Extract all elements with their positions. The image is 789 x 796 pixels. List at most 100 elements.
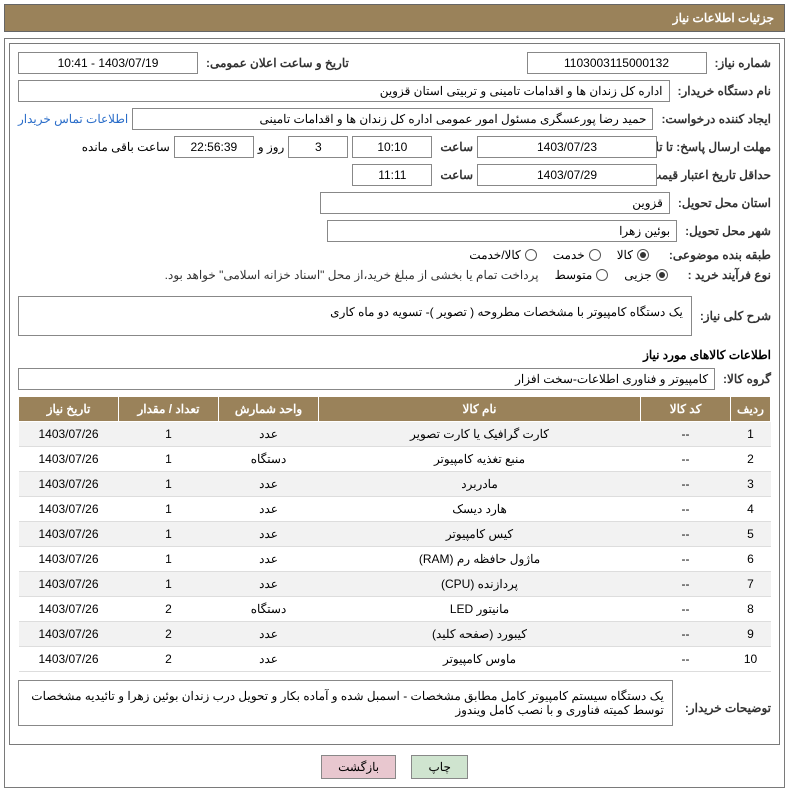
table-cell: 1403/07/26 <box>19 622 119 647</box>
table-row: 4--هارد دیسکعدد11403/07/26 <box>19 497 771 522</box>
table-cell: 1403/07/26 <box>19 522 119 547</box>
table-cell: هارد دیسک <box>319 497 641 522</box>
process-label: نوع فرآیند خرید : <box>684 268 771 282</box>
table-cell: عدد <box>219 622 319 647</box>
overall-desc-field: یک دستگاه کامپیوتر با مشخصات مطروحه ( تص… <box>18 296 692 336</box>
table-row: 5--کیس کامپیوترعدد11403/07/26 <box>19 522 771 547</box>
overall-label: شرح کلی نیاز: <box>696 309 771 323</box>
radio-both[interactable] <box>525 249 537 261</box>
table-cell: کیس کامپیوتر <box>319 522 641 547</box>
validity-time-field: 11:11 <box>352 164 432 186</box>
table-row: 8--مانیتور LEDدستگاه21403/07/26 <box>19 597 771 622</box>
table-cell: 1 <box>119 547 219 572</box>
radio-kala-label: کالا <box>617 248 633 262</box>
table-cell: 3 <box>731 472 771 497</box>
table-cell: -- <box>641 472 731 497</box>
back-button[interactable]: بازگشت <box>321 755 396 779</box>
th-code: کد کالا <box>641 397 731 422</box>
table-cell: عدد <box>219 422 319 447</box>
radio-khadamat-label: خدمت <box>553 248 585 262</box>
table-row: 1--کارت گرافیک یا کارت تصویرعدد11403/07/… <box>19 422 771 447</box>
table-cell: عدد <box>219 572 319 597</box>
radio-khadamat[interactable] <box>589 249 601 261</box>
th-qty: تعداد / مقدار <box>119 397 219 422</box>
table-cell: 1 <box>119 572 219 597</box>
table-cell: عدد <box>219 472 319 497</box>
table-row: 10--ماوس کامپیوترعدد21403/07/26 <box>19 647 771 672</box>
table-row: 2--منبع تغذیه کامپیوتردستگاه11403/07/26 <box>19 447 771 472</box>
time-label-2: ساعت <box>436 168 473 182</box>
table-cell: عدد <box>219 497 319 522</box>
radio-both-label: کالا/خدمت <box>469 248 520 262</box>
validity-date-field: 1403/07/29 <box>477 164 657 186</box>
table-cell: 1403/07/26 <box>19 647 119 672</box>
table-cell: -- <box>641 422 731 447</box>
table-cell: پردازنده (CPU) <box>319 572 641 597</box>
buyer-org-field: اداره کل زندان ها و اقدامات تامینی و ترب… <box>18 80 670 102</box>
announce-field: 1403/07/19 - 10:41 <box>18 52 198 74</box>
table-cell: عدد <box>219 522 319 547</box>
goods-info-title: اطلاعات کالاهای مورد نیاز <box>18 348 771 362</box>
table-cell: 5 <box>731 522 771 547</box>
page-header: جزئیات اطلاعات نیاز <box>4 4 785 32</box>
table-cell: 10 <box>731 647 771 672</box>
days-suffix: روز و <box>258 140 285 154</box>
table-cell: 4 <box>731 497 771 522</box>
th-name: نام کالا <box>319 397 641 422</box>
table-cell: دستگاه <box>219 447 319 472</box>
table-cell: 9 <box>731 622 771 647</box>
deadline-label: مهلت ارسال پاسخ: تا تاریخ: <box>661 140 771 154</box>
buyer-org-label: نام دستگاه خریدار: <box>674 84 772 98</box>
table-cell: 1 <box>731 422 771 447</box>
need-no-field: 1103003115000132 <box>527 52 707 74</box>
table-cell: 1 <box>119 472 219 497</box>
table-cell: عدد <box>219 647 319 672</box>
table-cell: 1 <box>119 422 219 447</box>
radio-medium[interactable] <box>596 269 608 281</box>
validity-label: حداقل تاریخ اعتبار قیمت: تا تاریخ: <box>661 168 771 182</box>
table-cell: 1403/07/26 <box>19 422 119 447</box>
deadline-date-field: 1403/07/23 <box>477 136 657 158</box>
category-label: طبقه بنده موضوعی: <box>665 248 771 262</box>
table-cell: کیبورد (صفحه کلید) <box>319 622 641 647</box>
table-cell: 7 <box>731 572 771 597</box>
buyer-notes-field: یک دستگاه سیستم کامپیوتر کامل مطابق مشخص… <box>18 680 673 726</box>
table-cell: 8 <box>731 597 771 622</box>
remaining-time-field: 22:56:39 <box>174 136 254 158</box>
city-label: شهر محل تحویل: <box>681 224 771 238</box>
table-cell: 1403/07/26 <box>19 572 119 597</box>
table-cell: 1 <box>119 522 219 547</box>
table-cell: 1403/07/26 <box>19 597 119 622</box>
table-cell: 1403/07/26 <box>19 472 119 497</box>
th-date: تاریخ نیاز <box>19 397 119 422</box>
province-field: قزوین <box>320 192 670 214</box>
table-row: 9--کیبورد (صفحه کلید)عدد21403/07/26 <box>19 622 771 647</box>
announce-label: تاریخ و ساعت اعلان عمومی: <box>202 56 349 70</box>
table-cell: -- <box>641 497 731 522</box>
radio-kala[interactable] <box>637 249 649 261</box>
table-cell: دستگاه <box>219 597 319 622</box>
table-cell: -- <box>641 522 731 547</box>
radio-partial[interactable] <box>656 269 668 281</box>
table-cell: -- <box>641 547 731 572</box>
city-field: بوئین زهرا <box>327 220 677 242</box>
table-cell: -- <box>641 447 731 472</box>
requester-label: ایجاد کننده درخواست: <box>657 112 771 126</box>
table-row: 3--مادربردعدد11403/07/26 <box>19 472 771 497</box>
table-cell: عدد <box>219 547 319 572</box>
table-cell: 1 <box>119 447 219 472</box>
table-cell: 2 <box>119 647 219 672</box>
group-label: گروه کالا: <box>719 372 771 386</box>
table-cell: ماژول حافظه رم (RAM) <box>319 547 641 572</box>
goods-table: ردیف کد کالا نام کالا واحد شمارش تعداد /… <box>18 396 771 672</box>
table-cell: -- <box>641 572 731 597</box>
table-cell: منبع تغذیه کامپیوتر <box>319 447 641 472</box>
th-unit: واحد شمارش <box>219 397 319 422</box>
need-no-label: شماره نیاز: <box>711 56 771 70</box>
contact-link[interactable]: اطلاعات تماس خریدار <box>18 112 128 126</box>
table-cell: 1 <box>119 497 219 522</box>
print-button[interactable]: چاپ <box>411 755 467 779</box>
table-cell: 1403/07/26 <box>19 447 119 472</box>
buyer-notes-label: توضیحات خریدار: <box>681 680 771 736</box>
table-cell: مادربرد <box>319 472 641 497</box>
